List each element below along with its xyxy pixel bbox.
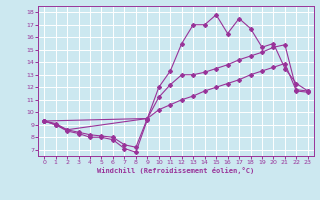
X-axis label: Windchill (Refroidissement éolien,°C): Windchill (Refroidissement éolien,°C) (97, 167, 255, 174)
